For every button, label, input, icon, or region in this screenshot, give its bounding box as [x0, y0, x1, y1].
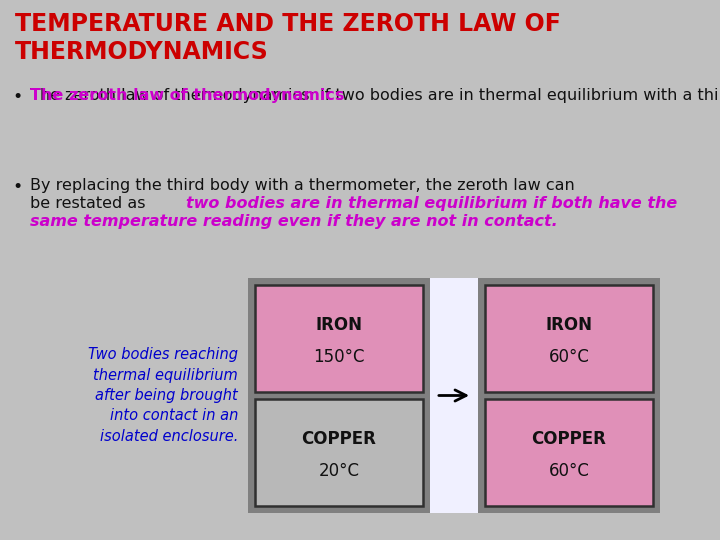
Text: The zeroth law of thermodynamics: The zeroth law of thermodynamics	[30, 88, 344, 103]
Text: COPPER: COPPER	[302, 430, 377, 448]
Text: By replacing the third body with a thermometer, the zeroth law can: By replacing the third body with a therm…	[30, 178, 575, 193]
Text: COPPER: COPPER	[531, 430, 606, 448]
Text: IRON: IRON	[546, 315, 593, 334]
Bar	[255, 399, 423, 506]
Text: 60°C: 60°C	[549, 462, 590, 480]
Text: 150°C: 150°C	[313, 348, 365, 366]
Text: two bodies are in thermal equilibrium if both have the: two bodies are in thermal equilibrium if…	[186, 196, 677, 211]
Text: •: •	[12, 178, 22, 196]
Text: THERMODYNAMICS: THERMODYNAMICS	[15, 40, 269, 64]
Text: 60°C: 60°C	[549, 348, 590, 366]
Text: IRON: IRON	[315, 315, 362, 334]
Text: TEMPERATURE AND THE ZEROTH LAW OF: TEMPERATURE AND THE ZEROTH LAW OF	[15, 12, 561, 36]
Text: 20°C: 20°C	[318, 462, 359, 480]
Text: Two bodies reaching
thermal equilibrium
after being brought
into contact in an
i: Two bodies reaching thermal equilibrium …	[88, 347, 238, 444]
Bar	[255, 285, 423, 392]
Text: •: •	[12, 88, 22, 106]
Bar	[430, 278, 478, 513]
Bar	[485, 399, 653, 506]
Text: same temperature reading even if they are not in contact.: same temperature reading even if they ar…	[30, 214, 558, 228]
Text: The zeroth law of thermodynamics: If two bodies are in thermal equilibrium with : The zeroth law of thermodynamics: If two…	[30, 88, 720, 103]
Text: be restated as: be restated as	[30, 196, 150, 211]
Bar	[248, 278, 430, 513]
Bar	[478, 278, 660, 513]
Bar	[485, 285, 653, 392]
